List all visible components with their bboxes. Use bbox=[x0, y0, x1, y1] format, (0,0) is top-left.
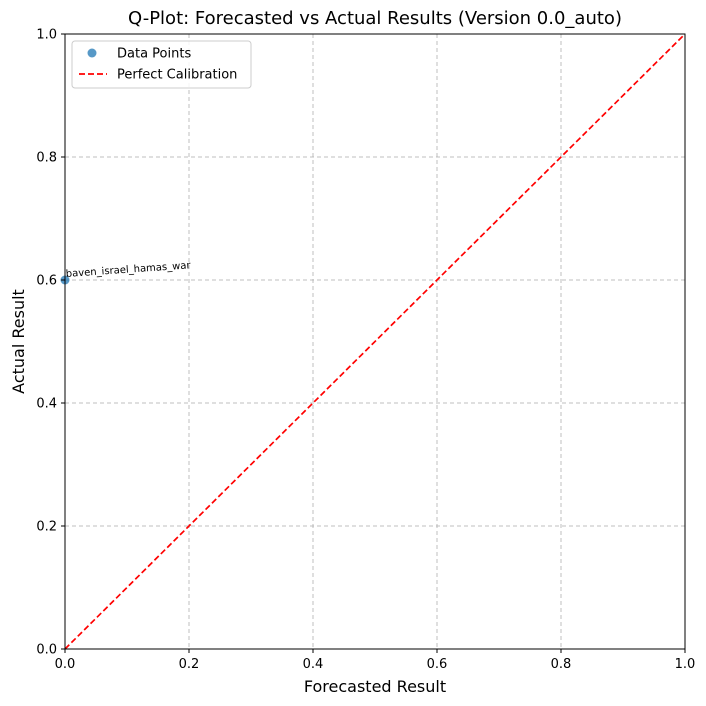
chart-title: Q-Plot: Forecasted vs Actual Results (Ve… bbox=[128, 8, 622, 29]
calibration-line bbox=[64, 33, 686, 650]
legend-label: Data Points bbox=[117, 47, 191, 62]
x-tick-label: 0.6 bbox=[427, 657, 448, 672]
x-tick-label: 1.0 bbox=[675, 657, 696, 672]
y-tick-label: 0.2 bbox=[36, 520, 57, 535]
legend-label: Perfect Calibration bbox=[117, 68, 237, 83]
legend: Data Points Perfect Calibration bbox=[71, 40, 252, 89]
grid-lines bbox=[65, 34, 685, 649]
legend-box bbox=[71, 40, 252, 89]
x-tick-label: 0.0 bbox=[55, 657, 76, 672]
y-tick-label: 0.6 bbox=[36, 274, 57, 289]
axis-ticks: 0.0 0.2 0.4 0.6 0.8 1.0 0.0 0.2 0.4 0.6 0.8 1.0 bbox=[36, 28, 695, 673]
legend-marker bbox=[87, 48, 97, 58]
x-tick-label: 0.8 bbox=[551, 657, 572, 672]
y-axis-label: Actual Result bbox=[9, 289, 28, 394]
x-tick-label: 0.4 bbox=[303, 657, 324, 672]
x-axis-label: Forecasted Result bbox=[304, 677, 446, 696]
y-tick-label: 0.4 bbox=[36, 397, 57, 412]
plot-frame bbox=[64, 33, 686, 650]
x-tick-label: 0.2 bbox=[179, 657, 200, 672]
y-tick-label: 0.0 bbox=[36, 643, 57, 658]
y-tick-label: 1.0 bbox=[36, 28, 57, 43]
y-tick-label: 0.8 bbox=[36, 151, 57, 166]
